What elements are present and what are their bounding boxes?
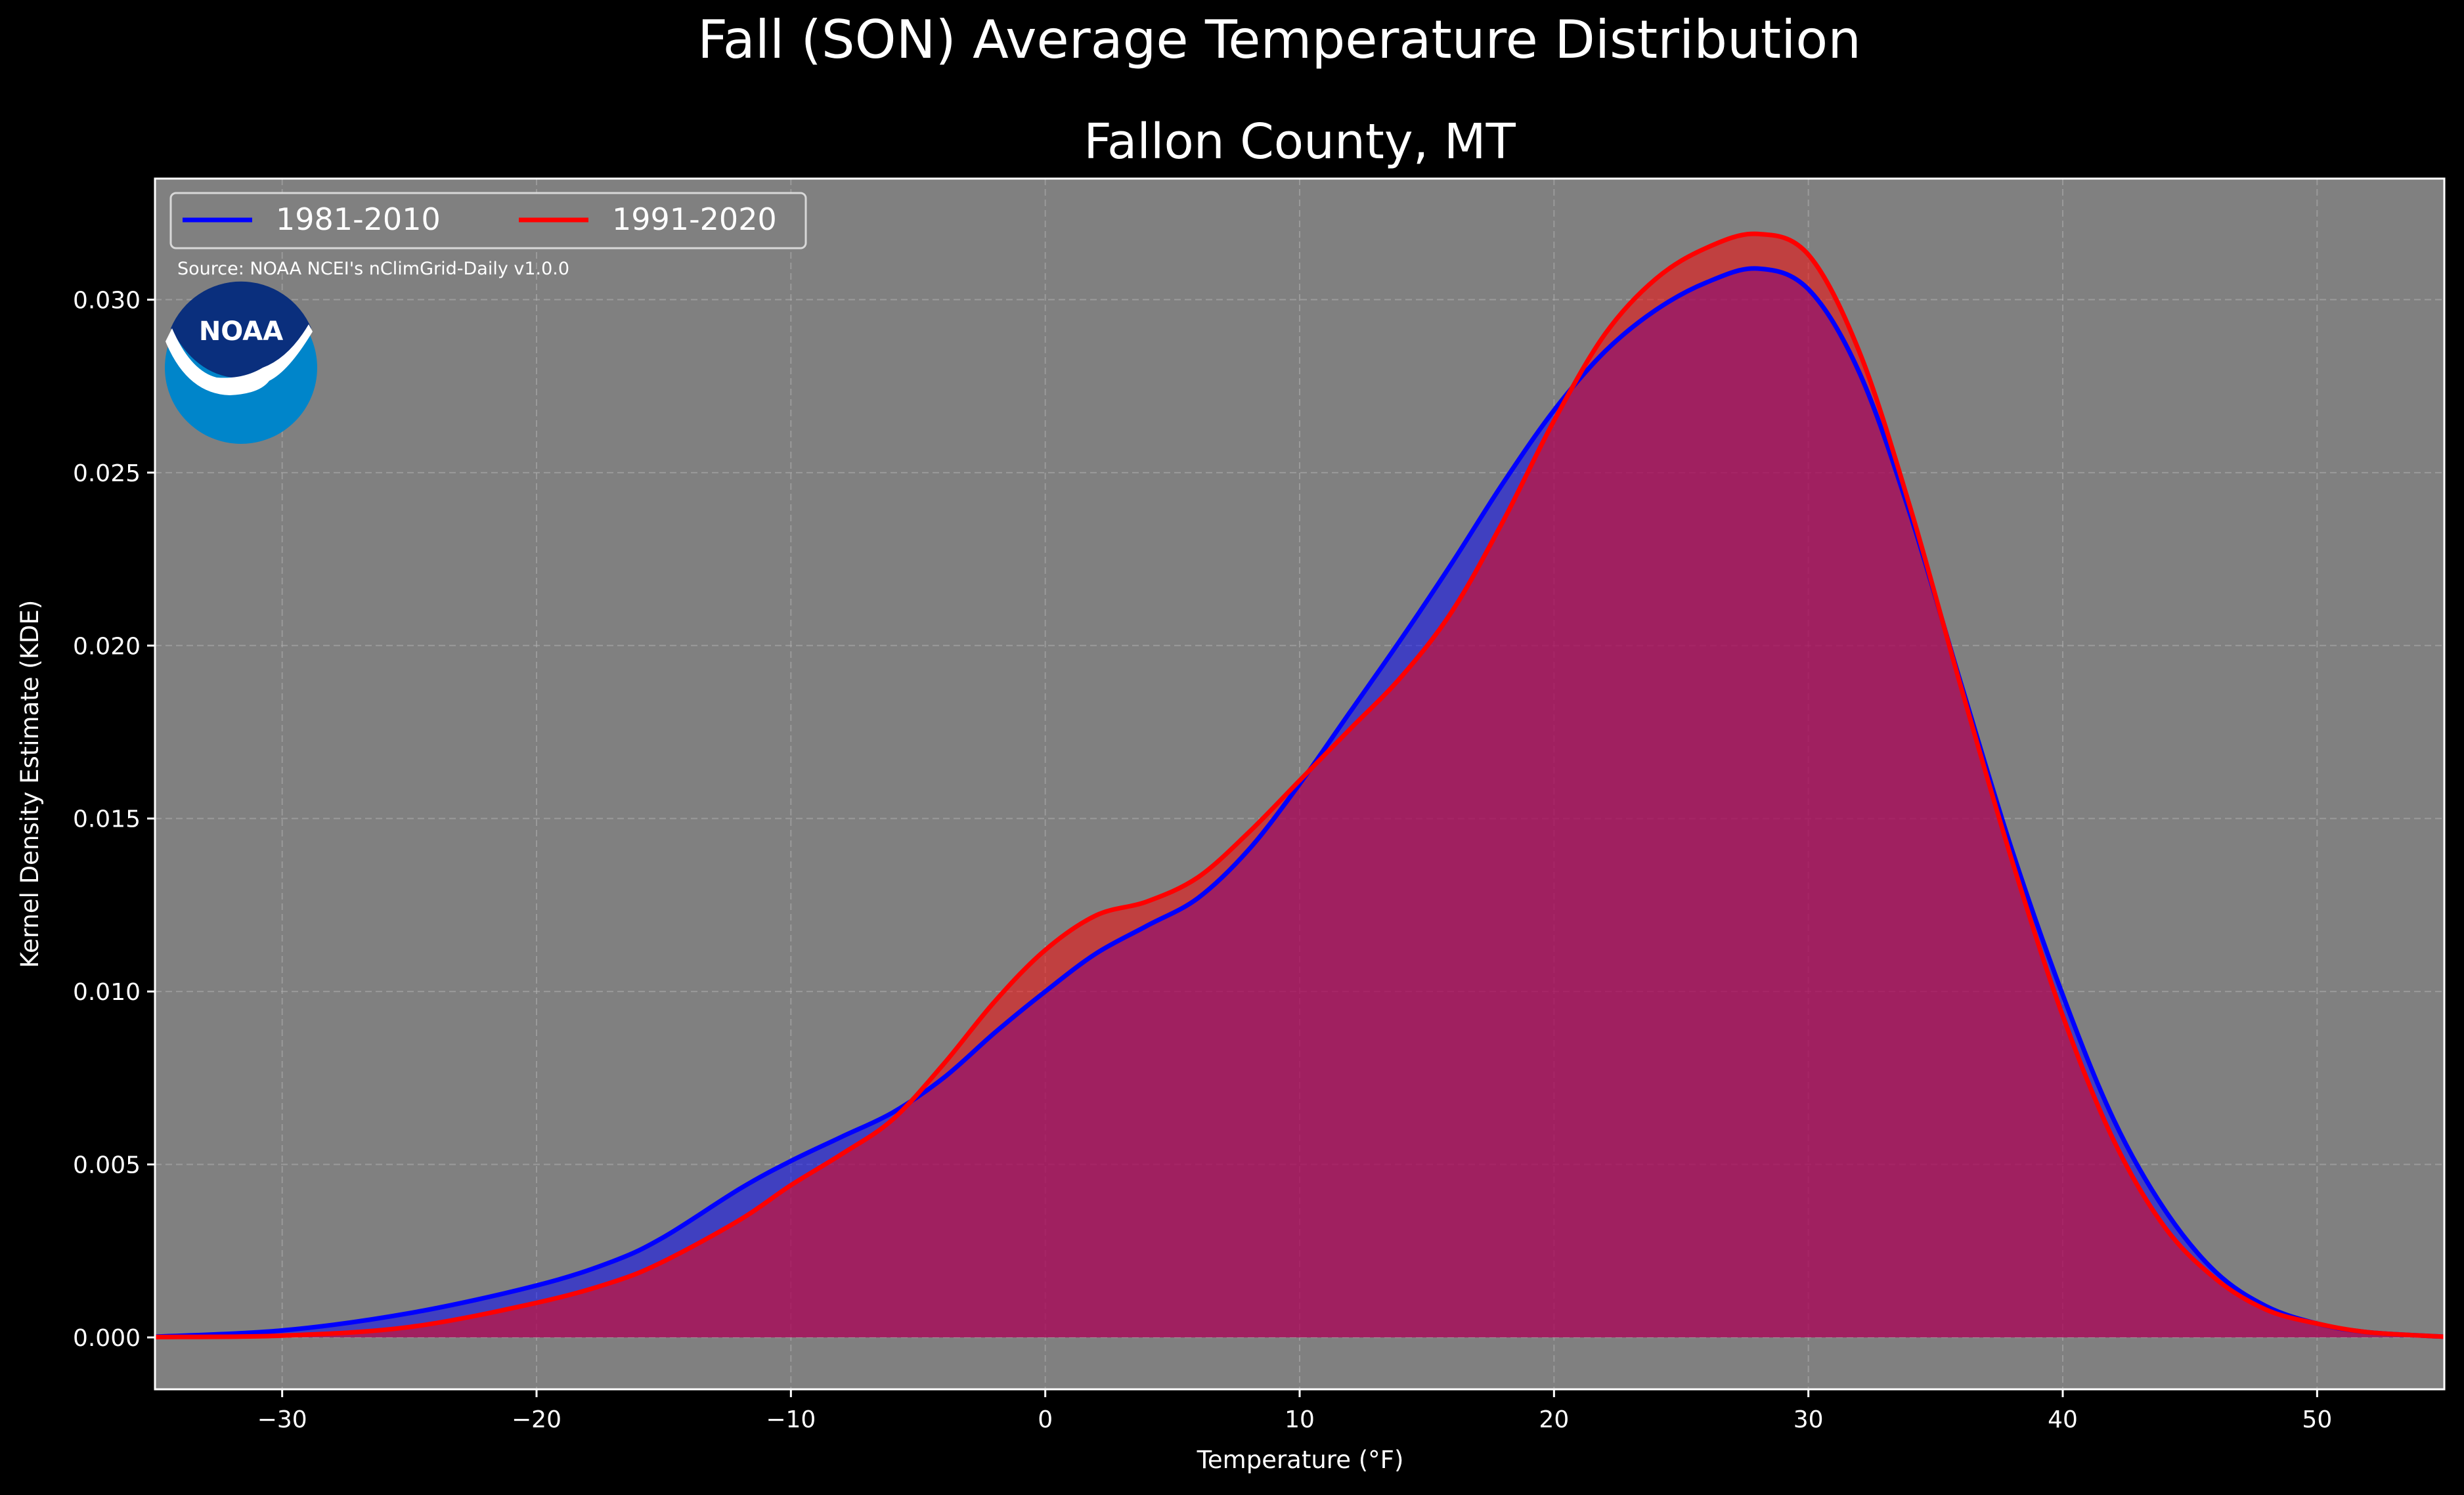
y-tick-label: 0.015 bbox=[73, 806, 141, 833]
x-tick-label: 10 bbox=[1285, 1406, 1315, 1433]
noaa-logo-text: NOAA bbox=[199, 316, 283, 347]
y-axis-label: Kernel Density Estimate (KDE) bbox=[16, 600, 44, 968]
x-axis: −30 −20 −10 0 10 20 30 40 50 bbox=[257, 1389, 2332, 1433]
series-line-1981-2010 bbox=[155, 266, 2444, 1339]
y-axis: 0.000 0.005 0.010 0.015 0.020 0.025 0.030 bbox=[73, 287, 155, 1352]
x-tick-label: −30 bbox=[257, 1406, 307, 1433]
legend-label-1991-2020: 1991-2020 bbox=[612, 202, 777, 237]
x-tick-label: −10 bbox=[766, 1406, 816, 1433]
x-tick-label: 30 bbox=[1793, 1406, 1824, 1433]
y-tick-label: 0.025 bbox=[73, 460, 141, 487]
y-tick-label: 0.000 bbox=[73, 1325, 141, 1352]
y-tick-label: 0.010 bbox=[73, 979, 141, 1006]
series-line-1991-2020 bbox=[155, 231, 2444, 1339]
legend-label-1981-2010: 1981-2010 bbox=[276, 202, 441, 237]
noaa-logo: NOAA bbox=[165, 281, 317, 444]
x-tick-label: 0 bbox=[1038, 1406, 1053, 1433]
legend: 1981-2010 1991-2020 bbox=[169, 192, 807, 249]
series-lines bbox=[155, 231, 2444, 1339]
x-axis-label: Temperature (°F) bbox=[1197, 1446, 1404, 1474]
x-tick-label: 40 bbox=[2048, 1406, 2078, 1433]
chart-title: Fall (SON) Average Temperature Distribut… bbox=[697, 9, 1861, 70]
x-tick-label: −20 bbox=[512, 1406, 561, 1433]
source-note: Source: NOAA NCEI's nClimGrid-Daily v1.0… bbox=[177, 259, 569, 279]
y-tick-label: 0.020 bbox=[73, 633, 141, 660]
chart-subtitle: Fallon County, MT bbox=[1084, 114, 1516, 170]
y-tick-label: 0.005 bbox=[73, 1152, 141, 1179]
x-tick-label: 50 bbox=[2302, 1406, 2332, 1433]
y-tick-label: 0.030 bbox=[73, 287, 141, 314]
x-tick-label: 20 bbox=[1539, 1406, 1569, 1433]
legend-box bbox=[169, 192, 807, 249]
